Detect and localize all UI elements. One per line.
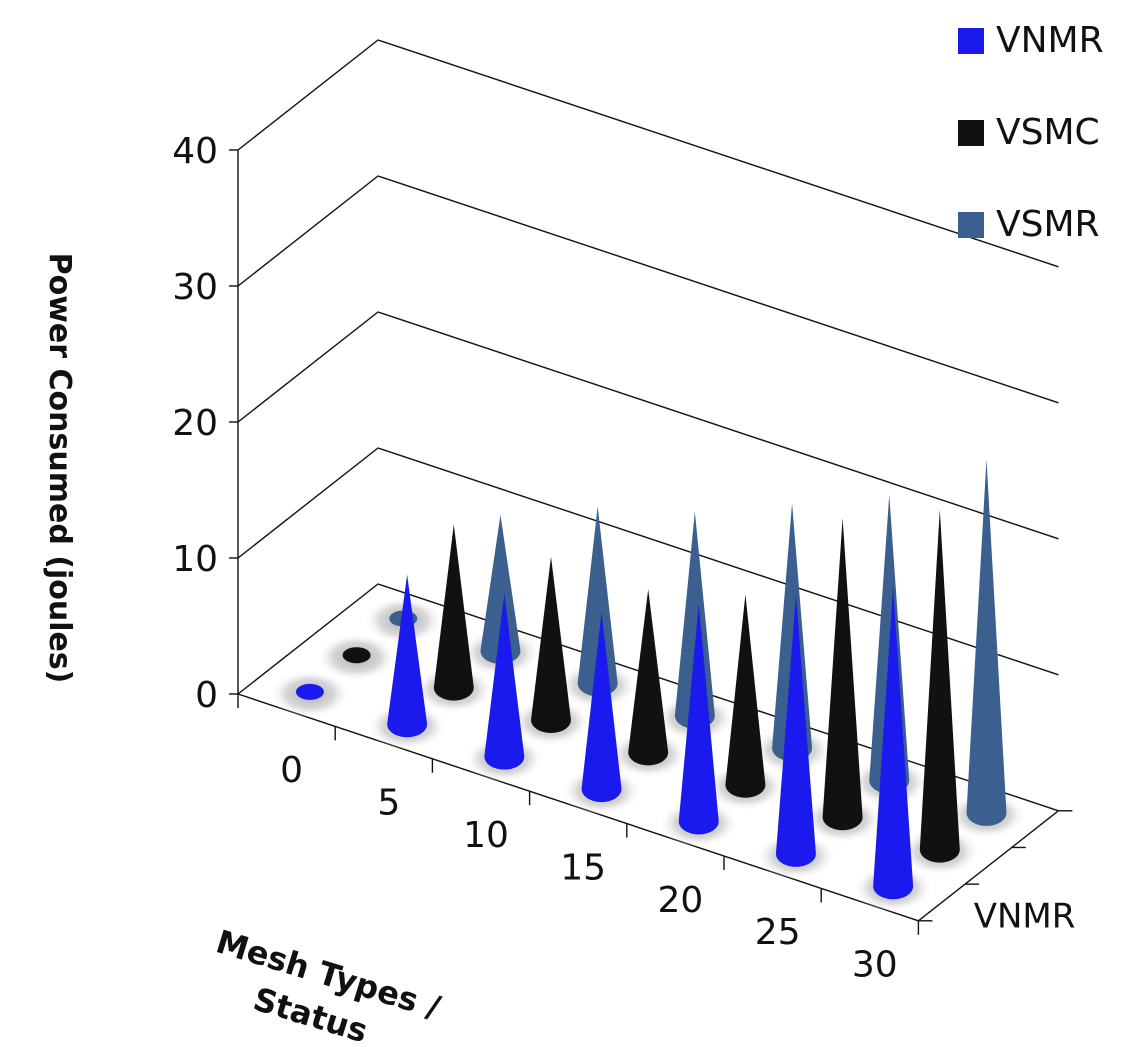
cone-base [295,683,324,700]
x-tick-label: 5 [377,783,400,824]
y-tick-label: 20 [172,403,218,444]
x-tick-label: 30 [852,945,898,986]
legend-swatch [958,28,984,54]
cone-vnmr-25 [755,595,836,880]
legend-entry-vnmr: VNMR [958,20,1104,61]
cone-base [342,647,371,664]
y-axis-label: Power Consumed (joules) [42,253,77,684]
legend-swatch [958,212,984,238]
cone-body [531,556,571,733]
gridline [237,447,1059,676]
x-tick-label: 15 [560,847,606,888]
cone-body [387,574,428,738]
cone-vnmr-30 [853,587,934,913]
cone-vsmc-10 [511,556,591,746]
cone-body [873,587,914,900]
cone-vsmc-25 [802,518,883,844]
depth-tick-label: VNMR [974,896,1076,936]
tick-labels: 0 10 20 30 40 0 5 10 15 20 25 30 VNMR [172,131,1075,986]
cone-body [822,518,863,831]
cone-body [725,594,766,798]
cone-vnmr-10 [464,593,545,783]
legend-entry-vsmr: VSMR [958,204,1100,245]
legend: VNMR VSMC VSMR [958,20,1104,245]
cone-body [577,506,618,697]
gridline [237,311,1059,540]
cone-vsmr-30 [946,459,1027,839]
cone-series [269,459,1027,913]
y-tick-label: 40 [172,131,218,172]
cone-vsmc-5 [413,524,494,714]
x-tick-label: 10 [463,815,509,856]
y-tick-label: 30 [172,267,218,308]
legend-label: VSMC [996,112,1100,153]
gridline [237,175,1059,404]
cone-vnmr-20 [658,603,739,848]
cone-body [678,603,719,835]
cone-vnmr-5 [367,574,448,751]
legend-label: VNMR [996,20,1104,61]
x-tick-label: 25 [755,912,801,953]
gridline [237,39,1059,268]
cone-vsmc-30 [899,509,980,876]
x-axis-label: Mesh Types / Status [212,922,445,1047]
legend-entry-vsmc: VSMC [958,112,1100,153]
cone-body [919,509,960,863]
cone-body [628,589,669,766]
cone-body [484,593,525,770]
legend-label: VSMR [996,204,1100,245]
cone-body [966,459,1007,826]
x-tick-label: 20 [657,880,703,921]
y-tick-label: 0 [195,675,218,716]
legend-swatch [958,120,984,146]
depth-axis-line [917,810,1059,922]
cone-vnmr-0 [269,669,350,718]
cone-vsmc-15 [608,589,689,779]
cone-body [775,595,816,867]
y-tick-label: 10 [172,539,218,580]
cone-vsmc-20 [705,594,786,811]
x-tick-label: 0 [280,750,303,791]
cone-body [433,524,474,701]
cone-body [581,612,622,803]
cone-body [480,514,521,664]
cone-vsmc-0 [316,633,397,682]
cone-vnmr-15 [561,612,642,816]
